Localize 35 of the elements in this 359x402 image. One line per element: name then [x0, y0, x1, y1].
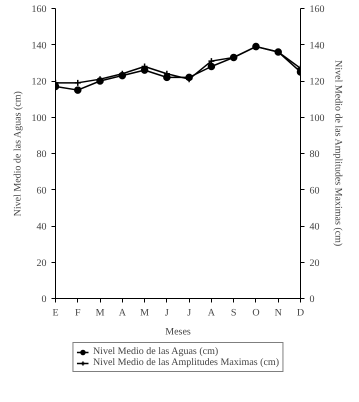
x-tick-label: J [187, 308, 192, 318]
y2-tick-label: 0 [310, 294, 314, 305]
legend-label: Nivel Medio de las Aguas (cm) [92, 346, 218, 357]
y2-tick-label: 160 [310, 4, 324, 15]
x-tick-label: M [96, 308, 105, 318]
y-tick-label: 80 [36, 149, 46, 160]
legend-label: Nivel Medio de las Amplitudes Maximas (cm) [92, 357, 280, 368]
x-tick-label: O [252, 308, 260, 318]
y2-tick-label: 120 [310, 76, 324, 88]
y2-axis-title: Nivel Medio de las Amplitudes Maximas (cm) [332, 60, 344, 246]
y2-tick-label: 80 [310, 149, 320, 160]
y-tick-label: 20 [36, 258, 46, 269]
y2-tick-label: 40 [310, 222, 320, 232]
y2-tick-label: 20 [310, 258, 320, 269]
x-tick-label: A [208, 308, 216, 318]
y-tick-label: 100 [32, 112, 46, 124]
y-tick-label: 140 [32, 40, 46, 52]
y-tick-label: 40 [36, 222, 46, 232]
y2-tick-label: 100 [310, 112, 324, 124]
y-tick-label: 0 [42, 294, 46, 305]
x-tick-label: E [52, 308, 59, 318]
x-tick-label: M [140, 308, 150, 318]
x-tick-label: S [230, 308, 236, 318]
y2-tick-label: 60 [310, 185, 320, 196]
x-axis-title: Meses [165, 326, 191, 338]
y-tick-label: 120 [32, 76, 46, 88]
x-tick-label: N [274, 308, 282, 318]
x-tick-label: J [164, 308, 169, 318]
y-tick-label: 60 [36, 185, 46, 196]
y-axis-title: Nivel Medio de las Aguas (cm) [12, 91, 24, 216]
x-tick-label: F [74, 308, 81, 318]
x-tick-label: D [296, 308, 304, 318]
y2-tick-label: 140 [310, 40, 324, 52]
y-tick-label: 160 [32, 4, 46, 15]
x-tick-label: A [118, 308, 127, 318]
